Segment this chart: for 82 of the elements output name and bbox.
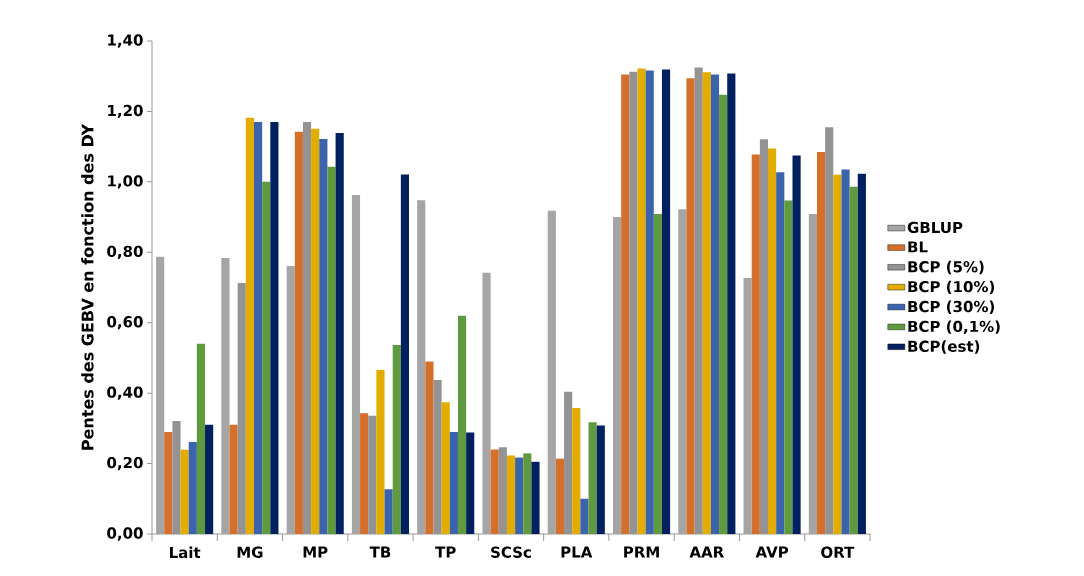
bar — [572, 407, 581, 534]
bar — [205, 424, 214, 534]
bar — [457, 315, 467, 534]
bar — [816, 151, 826, 534]
bar — [523, 453, 532, 534]
legend-label: BCP (30%) — [908, 300, 995, 314]
bar — [727, 73, 736, 534]
bar — [833, 174, 842, 534]
bar — [580, 498, 589, 534]
x-tick-label: Lait — [170, 546, 201, 559]
bar — [490, 449, 499, 534]
bar — [555, 458, 565, 534]
bar — [506, 455, 516, 534]
bar — [376, 369, 385, 534]
bar — [784, 200, 793, 534]
bar — [466, 432, 475, 534]
bar — [621, 74, 630, 534]
legend-label: BCP(est) — [908, 340, 980, 354]
bar — [710, 74, 720, 534]
bar — [229, 424, 238, 534]
y-tick-label: 0,40 — [107, 386, 143, 400]
legend-label: BL — [908, 241, 928, 253]
bar — [180, 449, 189, 534]
bar — [188, 442, 197, 534]
x-tick-label: AAR — [689, 546, 724, 558]
bar — [841, 169, 850, 534]
bar — [849, 186, 858, 534]
bar — [270, 121, 279, 534]
x-tick-label: MG — [237, 546, 263, 558]
y-axis-title: Pentes des GEBV en fonction des DY — [81, 123, 94, 450]
bar — [441, 402, 450, 534]
bar — [400, 174, 410, 534]
x-tick-label: TP — [435, 546, 456, 558]
y-tick-label: 0,80 — [107, 245, 143, 259]
bar — [588, 422, 597, 534]
legend-label: BCP (0,1%) — [908, 320, 1000, 334]
legend-label: BCP (10%) — [908, 280, 995, 295]
bar — [653, 213, 662, 534]
legend-label: GBLUP — [907, 221, 963, 234]
bar — [245, 117, 254, 534]
bar — [392, 344, 401, 534]
bar — [327, 166, 336, 534]
bar — [661, 69, 671, 534]
bar — [596, 425, 605, 534]
bar — [335, 132, 344, 534]
bar — [857, 173, 866, 534]
x-tick-label: TB — [369, 546, 391, 558]
bar — [384, 489, 393, 534]
y-tick-label: 0,60 — [107, 316, 143, 330]
bar — [719, 94, 728, 534]
y-tick-label: 1,00 — [108, 175, 143, 189]
bar — [164, 431, 173, 534]
bar — [645, 70, 654, 534]
bar — [792, 155, 801, 534]
y-tick-label: 0,20 — [107, 456, 143, 471]
bar — [686, 78, 695, 534]
legend-label: BCP (5%) — [908, 260, 984, 275]
bar — [196, 343, 206, 534]
bar — [531, 461, 540, 534]
y-tick-label: 1,20 — [108, 104, 143, 119]
x-tick-label: MP — [303, 546, 328, 558]
bar — [262, 181, 271, 534]
bar — [751, 154, 760, 534]
bar — [319, 138, 328, 534]
bar — [294, 131, 303, 534]
bar — [637, 68, 646, 534]
bar — [768, 148, 777, 534]
bar — [449, 431, 458, 534]
x-tick-label: ORT — [821, 546, 855, 558]
x-tick-label: AVP — [755, 546, 789, 558]
y-tick-label: 1,40 — [108, 34, 143, 48]
bar — [515, 457, 524, 534]
x-tick-label: PRM — [624, 546, 659, 558]
bar — [425, 361, 434, 534]
bar — [776, 172, 785, 534]
y-tick-label: 0,00 — [107, 527, 143, 541]
x-tick-label: SCSc — [491, 546, 531, 558]
bar — [360, 413, 369, 534]
bar — [311, 128, 320, 534]
bar — [253, 121, 263, 534]
x-tick-label: PLA — [561, 546, 593, 558]
bar — [702, 72, 711, 534]
